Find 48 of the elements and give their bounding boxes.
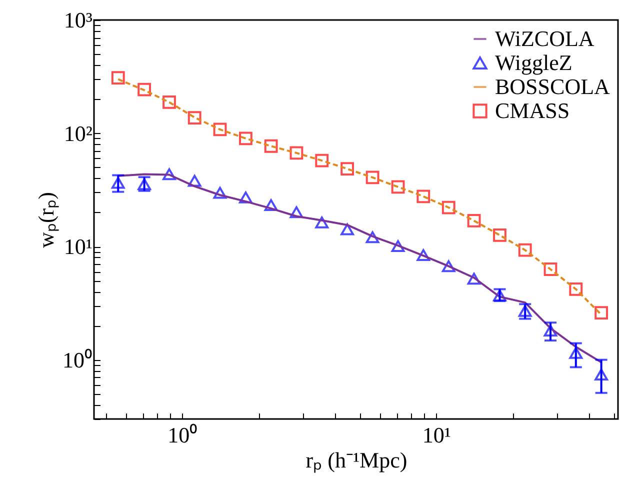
point [442, 260, 456, 272]
point [518, 304, 532, 317]
point [391, 180, 405, 194]
x-axis-title: rₚ (h⁻¹Mpc) [306, 448, 408, 474]
point [213, 186, 227, 199]
point [188, 111, 202, 124]
point [544, 262, 558, 276]
point [290, 206, 304, 218]
point [239, 132, 252, 146]
point [544, 324, 558, 337]
point [188, 174, 202, 187]
y-tick-label: 10³ [64, 8, 93, 32]
point [213, 122, 227, 136]
point [467, 214, 481, 228]
point [366, 231, 380, 244]
point [366, 170, 380, 184]
point [340, 162, 354, 176]
point [569, 282, 583, 296]
legend-label: WiZCOLA [495, 26, 594, 51]
point [162, 96, 176, 109]
point [315, 216, 329, 228]
point [340, 223, 354, 236]
point [315, 154, 329, 168]
point [290, 146, 304, 160]
y-tick-label: 10⁰ [62, 347, 92, 372]
point [162, 168, 176, 180]
point [594, 368, 608, 381]
point [569, 346, 583, 359]
y-tick-label: 10² [64, 120, 93, 146]
point [442, 200, 456, 214]
legend-label: CMASS [495, 98, 570, 123]
y-axis-title: wₚ(rₚ) [34, 192, 60, 248]
legend-label: WiggleZ [495, 50, 572, 75]
point [416, 190, 430, 204]
y-tick-label: 10¹ [64, 234, 92, 260]
point [111, 176, 125, 189]
point [518, 243, 532, 257]
point [493, 228, 506, 242]
point [594, 306, 608, 320]
point [467, 272, 481, 285]
point [264, 199, 278, 212]
point [239, 192, 252, 204]
point [138, 82, 152, 96]
legend-label: BOSSCOLA [495, 74, 610, 99]
point [391, 240, 405, 252]
point [264, 139, 278, 153]
point [416, 249, 430, 262]
point [111, 71, 125, 84]
